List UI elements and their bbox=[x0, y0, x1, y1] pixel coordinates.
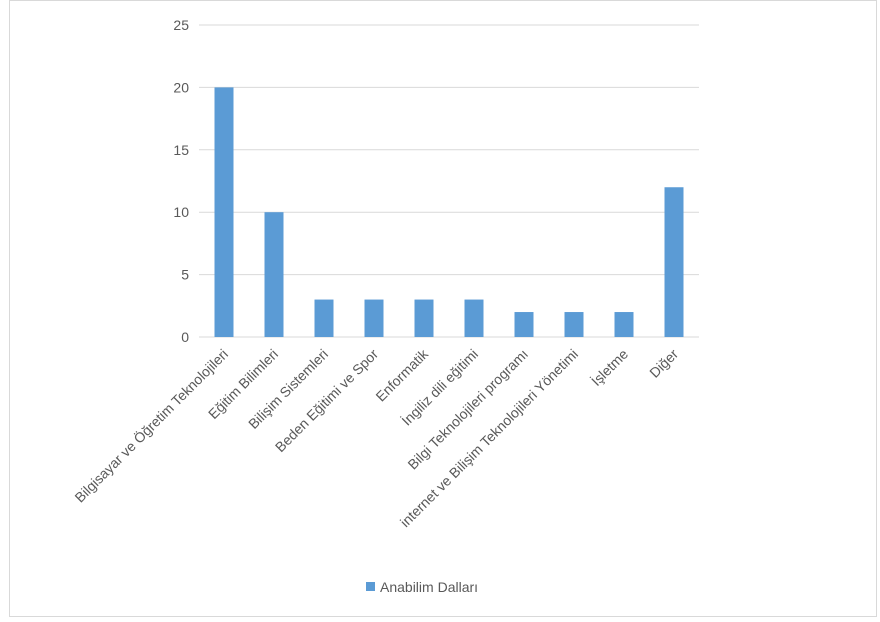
bar bbox=[514, 312, 534, 337]
bars bbox=[214, 87, 684, 338]
y-tick-label: 0 bbox=[181, 329, 189, 345]
y-axis-ticks: 0 5 10 15 20 25 bbox=[173, 17, 189, 345]
y-tick-label: 10 bbox=[173, 204, 189, 220]
y-tick-label: 25 bbox=[173, 17, 189, 33]
chart-area: 0 5 10 15 20 25 Bilgisayar ve Öğretim Teknolo… bbox=[9, 0, 877, 617]
x-axis-labels: Bilgisayar ve Öğretim TeknolojileriEğiti… bbox=[71, 345, 682, 530]
bar bbox=[414, 299, 434, 337]
bar bbox=[364, 299, 384, 337]
y-tick-label: 15 bbox=[173, 142, 189, 158]
legend: Anabilim Dalları bbox=[366, 579, 478, 595]
y-tick-label: 20 bbox=[173, 79, 189, 95]
legend-swatch bbox=[366, 582, 375, 591]
y-tick-label: 5 bbox=[181, 267, 189, 283]
bar bbox=[564, 312, 584, 337]
bar bbox=[264, 212, 284, 337]
bar bbox=[664, 187, 684, 337]
bar bbox=[314, 299, 334, 337]
x-category-label: Beden Eğitimi ve Spor bbox=[272, 346, 381, 455]
x-category-label: İşletme bbox=[587, 345, 631, 389]
legend-label: Anabilim Dalları bbox=[380, 579, 478, 595]
x-category-label: Diğer bbox=[646, 346, 681, 381]
bar-chart: 0 5 10 15 20 25 Bilgisayar ve Öğretim Teknolo… bbox=[71, 17, 699, 595]
bar bbox=[614, 312, 634, 337]
x-category-label: internet ve Bilişim Teknolojileri Yöneti… bbox=[397, 346, 581, 530]
x-category-label: Bilgisayar ve Öğretim Teknolojileri bbox=[71, 345, 231, 505]
bar bbox=[464, 299, 484, 337]
bar bbox=[214, 87, 234, 338]
